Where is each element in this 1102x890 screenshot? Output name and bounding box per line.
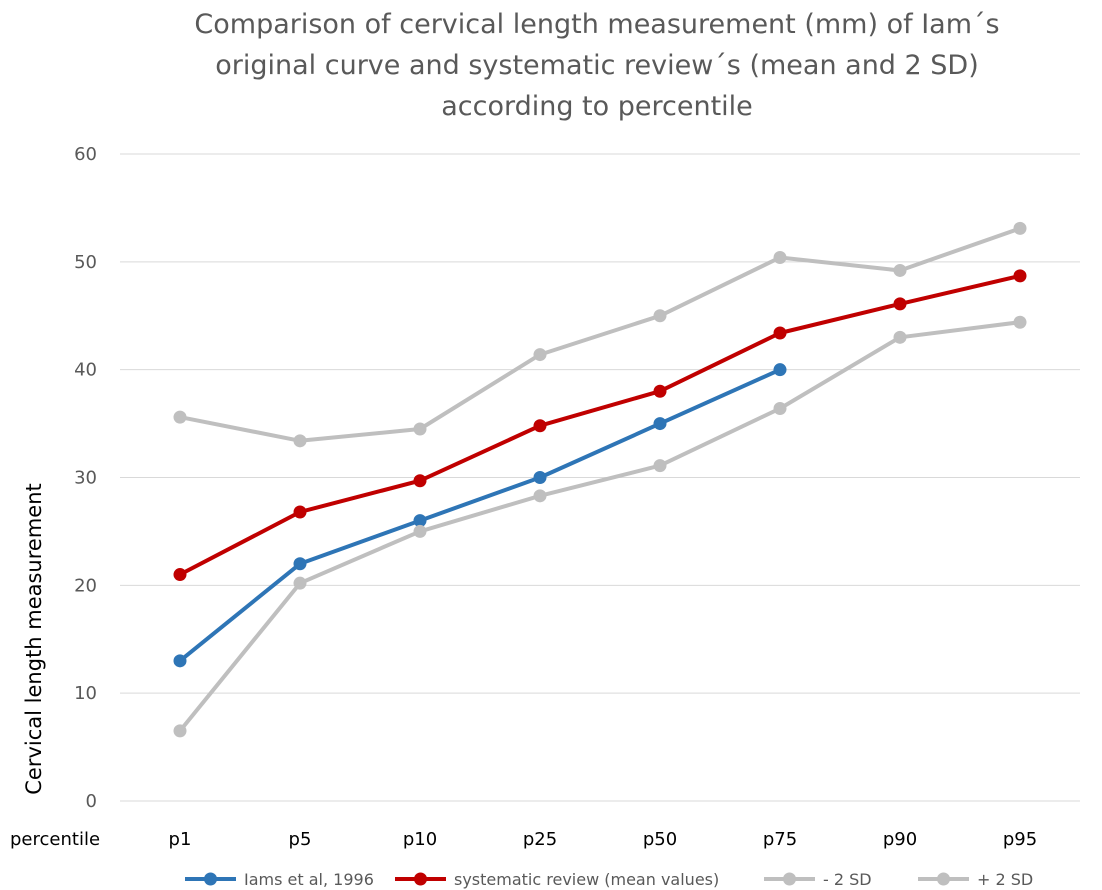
legend-item: - 2 SD (764, 870, 872, 889)
data-point (293, 505, 307, 519)
data-point (773, 326, 787, 340)
y-tick-label: 10 (74, 683, 97, 704)
series-line (178, 226, 1022, 443)
x-axis-label: percentile (10, 829, 100, 850)
data-point (653, 309, 667, 323)
legend-swatch-marker (783, 872, 796, 886)
legend-swatch-marker (414, 872, 427, 886)
data-point (1013, 221, 1027, 235)
y-axis-ticks: 0 10 20 30 40 50 60 (74, 144, 97, 812)
y-axis-label: Cervical length measurement (22, 483, 46, 795)
legend-label: - 2 SD (823, 870, 872, 889)
data-point (293, 434, 307, 448)
gridlines (120, 153, 1080, 802)
data-point (653, 459, 667, 473)
data-point (533, 471, 547, 484)
series-line (178, 320, 1022, 733)
chart-title-line-1: Comparison of cervical length measuremen… (194, 9, 999, 40)
data-point (293, 576, 307, 590)
data-point (413, 474, 427, 488)
x-tick-label: p75 (763, 829, 797, 850)
data-point (893, 330, 907, 344)
data-point (413, 524, 427, 538)
series-group (173, 221, 1027, 448)
series-group (173, 363, 787, 668)
chart-title-line-3: according to percentile (441, 91, 753, 122)
legend: Iams et al, 1996 systematic review (mean … (185, 870, 1033, 889)
series-line (178, 367, 782, 663)
legend-label: Iams et al, 1996 (244, 870, 374, 889)
data-point (173, 568, 187, 582)
series-group (173, 315, 1027, 738)
series-line (178, 273, 1022, 577)
x-tick-label: p25 (523, 829, 557, 850)
data-point (173, 724, 187, 738)
x-tick-label: p95 (1003, 829, 1037, 850)
legend-item: + 2 SD (918, 870, 1033, 889)
legend-item: systematic review (mean values) (395, 870, 719, 889)
data-point (653, 384, 667, 398)
data-point (1013, 269, 1027, 283)
data-point (893, 263, 907, 277)
x-tick-label: p50 (643, 829, 677, 850)
y-tick-label: 40 (74, 360, 97, 381)
data-point (773, 401, 787, 415)
legend-item: Iams et al, 1996 (185, 870, 374, 889)
data-point (773, 363, 787, 377)
x-tick-label: p1 (169, 829, 192, 850)
data-point (1013, 315, 1027, 329)
legend-swatch-marker (204, 872, 217, 886)
legend-swatch-marker (937, 872, 950, 886)
data-point (533, 419, 547, 433)
data-point (173, 410, 187, 424)
data-point (413, 514, 427, 528)
y-tick-label: 0 (86, 791, 97, 812)
series-layer (173, 221, 1027, 738)
series-group (173, 269, 1027, 582)
data-point (173, 654, 187, 668)
data-point (293, 557, 307, 571)
data-point (533, 489, 547, 503)
legend-label: systematic review (mean values) (454, 870, 719, 889)
x-axis-ticks: p1 p5 p10 p25 p50 p75 p90 p95 (169, 829, 1038, 850)
legend-label: + 2 SD (977, 870, 1033, 889)
x-tick-label: p5 (289, 829, 312, 850)
data-point (893, 297, 907, 311)
data-point (533, 348, 547, 362)
data-point (413, 422, 427, 436)
chart-title: Comparison of cervical length measuremen… (194, 9, 999, 122)
y-tick-label: 30 (74, 468, 97, 489)
y-tick-label: 60 (74, 144, 97, 165)
y-tick-label: 20 (74, 575, 97, 596)
x-tick-label: p10 (403, 829, 437, 850)
data-point (773, 251, 787, 265)
x-tick-label: p90 (883, 829, 917, 850)
data-point (653, 417, 667, 431)
y-tick-label: 50 (74, 252, 97, 273)
chart-title-line-2: original curve and systematic review´s (… (215, 50, 979, 81)
